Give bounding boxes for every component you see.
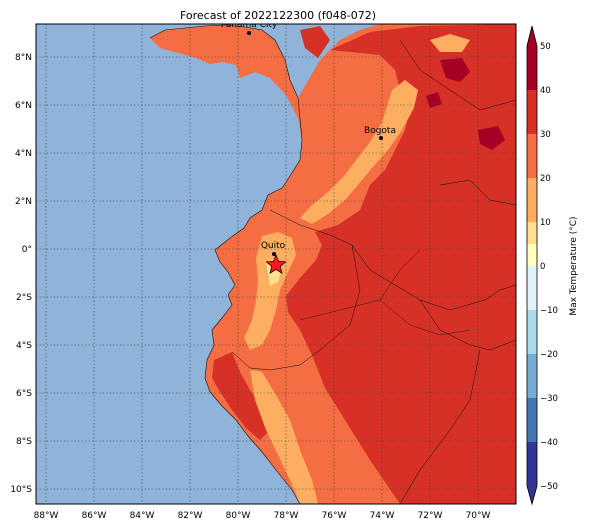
colorbar-tick-labels: 50 40 30 20 10 0 −10 −20 −30 −40 −50	[540, 42, 558, 492]
city-dot-quito	[272, 252, 276, 256]
lat-tick: 4°N	[15, 149, 32, 159]
city-dot-bogota	[379, 136, 383, 140]
red-star-marker	[265, 253, 287, 274]
highland-patch	[430, 34, 470, 52]
lat-tick: 8°N	[15, 53, 32, 63]
colorbar-band	[527, 310, 537, 354]
colorbar-band	[527, 442, 537, 486]
lon-tick: 76°W	[322, 511, 347, 521]
coast-warm-strip	[250, 370, 318, 504]
colorbar-band	[527, 244, 537, 266]
lat-tick-labels: 8°N 6°N 4°N 2°N 0° 2°S 4°S 6°S 8°S 10°S	[10, 53, 32, 495]
lon-tick: 78°W	[274, 511, 299, 521]
lon-tick: 82°W	[178, 511, 203, 521]
colorbar-band	[527, 222, 537, 244]
city-label-quito: Quito	[261, 241, 286, 251]
colorbar-band	[527, 354, 537, 398]
land-very-hot-3	[426, 92, 442, 108]
colorbar-tick: 40	[540, 86, 551, 96]
colorbar-tick: 30	[540, 130, 551, 140]
lon-tick-labels: 88°W 86°W 84°W 82°W 80°W 78°W 76°W 74°W …	[34, 511, 491, 521]
lat-tick: 0°	[22, 245, 32, 255]
colorbar-tick: 10	[540, 218, 551, 228]
lon-tick: 80°W	[226, 511, 251, 521]
city-label-panama: Panama City	[221, 20, 278, 30]
lon-tick: 74°W	[370, 511, 395, 521]
colorbar-band	[527, 134, 537, 178]
colorbar-tick: 20	[540, 174, 551, 184]
colorbar-label: Max Temperature (°C)	[569, 216, 579, 315]
colorbar-band	[527, 90, 537, 134]
lat-tick: 2°N	[15, 197, 32, 207]
city-dot-panama	[247, 31, 251, 35]
colorbar-tick: −50	[540, 482, 558, 492]
colorbar-band	[527, 266, 537, 288]
lat-tick: 4°S	[16, 341, 32, 351]
lon-tick: 72°W	[418, 511, 443, 521]
colorbar-band	[527, 288, 537, 310]
colorbar-band	[527, 398, 537, 442]
land-hot-region	[286, 24, 516, 504]
lat-tick: 8°S	[16, 437, 32, 447]
colorbar-tick: −20	[540, 350, 558, 360]
map-area: Panama City Bogota Quito	[36, 20, 516, 504]
coastline	[149, 24, 303, 504]
colorbar-tick: −10	[540, 306, 558, 316]
lon-tick: 84°W	[130, 511, 155, 521]
lat-tick: 2°S	[16, 293, 32, 303]
rivers	[299, 249, 471, 336]
colorbar-band	[527, 46, 537, 90]
figure-title: Forecast of 2022122300 (f048-072)	[180, 9, 376, 22]
land-hot-north	[300, 26, 330, 58]
lon-tick: 86°W	[82, 511, 107, 521]
colorbar-top-arrow	[527, 26, 537, 46]
andes-band-north	[300, 80, 418, 224]
colorbar-outline	[526, 25, 538, 506]
lat-tick: 6°S	[16, 389, 32, 399]
lat-tick: 6°N	[15, 101, 32, 111]
lon-tick: 88°W	[34, 511, 59, 521]
colorbar: 50 40 30 20 10 0 −10 −20 −30 −40 −50 Max…	[526, 25, 579, 506]
lon-tick: 70°W	[466, 511, 491, 521]
colorbar-tick: −30	[540, 394, 558, 404]
colorbar-tick: 50	[540, 42, 551, 52]
land-hot-south	[212, 352, 270, 440]
colorbar-tick: 0	[540, 262, 545, 272]
colorbar-bottom-arrow	[527, 486, 537, 504]
land-very-hot-1	[440, 58, 470, 82]
land-very-hot-2	[478, 126, 505, 150]
city-label-bogota: Bogota	[364, 126, 396, 136]
grid-lines	[36, 24, 516, 504]
lat-tick: 10°S	[10, 485, 32, 495]
colorbar-band	[527, 178, 537, 222]
map-frame	[35, 23, 517, 505]
colorbar-tick: −40	[540, 438, 558, 448]
